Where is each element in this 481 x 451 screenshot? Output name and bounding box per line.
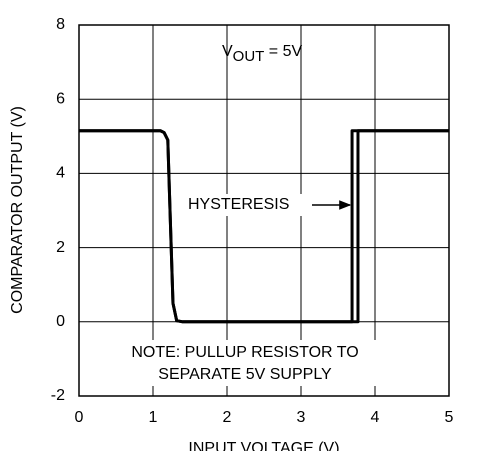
x-tick-label: 2 [223,409,232,426]
x-tick-label: 1 [149,409,158,426]
y-tick-label: 6 [56,90,65,107]
x-tick-label: 4 [371,409,380,426]
note-line: NOTE: PULLUP RESISTOR TO [131,344,358,361]
note-bg [100,340,390,386]
vout-main: V [222,43,233,60]
x-tick-label: 0 [75,409,84,426]
y-tick-label: 8 [56,16,65,33]
note-line: SEPARATE 5V SUPPLY [158,366,332,383]
y-tick-label: 0 [56,313,65,330]
y-axis-label: COMPARATOR OUTPUT (V) [9,106,26,314]
y-tick-label: 2 [56,239,65,256]
x-tick-label: 3 [297,409,306,426]
line-series [79,129,449,324]
x-axis-label: INPUT VOLTAGE (V) [188,440,339,451]
plot-frame [78,24,450,397]
lines [79,129,449,324]
vout-rest: = 5V [264,43,302,60]
x-tick-label: 5 [445,409,454,426]
line-series [79,129,449,324]
y-tick-label: -2 [51,387,65,404]
hysteresis-label: HYSTERESIS [188,196,289,213]
label-bg [184,194,310,216]
vout-annotation: VOUT = 5V [222,43,302,65]
y-tick-label: 4 [56,165,65,182]
vout-sub: OUT [233,48,265,65]
